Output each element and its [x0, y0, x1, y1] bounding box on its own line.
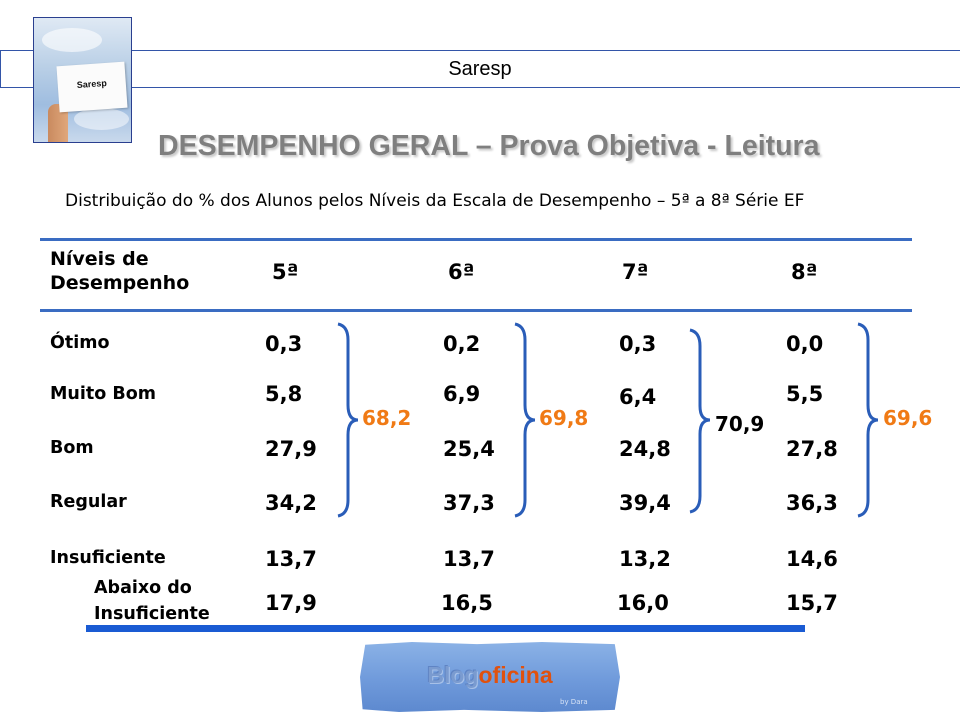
blogoficina-button[interactable]: Blogoficina by Dara [360, 642, 620, 712]
cell-insuficiente-5: 13,7 [265, 547, 317, 571]
cell-regular-7: 39,4 [619, 491, 671, 515]
table-header-rule [40, 309, 912, 312]
cell-bom-6: 25,4 [443, 437, 495, 461]
cell-regular-6: 37,3 [443, 491, 495, 515]
cell-muito-bom-6: 6,9 [443, 382, 481, 406]
column-header-7: 7ª [622, 260, 649, 284]
cell-insuficiente-6: 13,7 [443, 547, 495, 571]
cell-muito-bom-8: 5,5 [786, 382, 824, 406]
table-bottom-rule [86, 625, 805, 632]
cell-regular-5: 34,2 [265, 491, 317, 515]
cell-bom-5: 27,9 [265, 437, 317, 461]
cloud-shape [42, 28, 102, 52]
row-label-bom: Bom [50, 438, 94, 458]
header-title: Saresp [448, 58, 512, 80]
cell-bom-7: 24,8 [619, 437, 671, 461]
page-subtitle: Distribuição do % dos Alunos pelos Nívei… [65, 191, 805, 211]
row-label-abaixo-line2: Insuficiente [94, 604, 210, 624]
row-label-abaixo-line1: Abaixo do [94, 578, 192, 598]
cell-regular-8: 36,3 [786, 491, 838, 515]
cell-insuficiente-8: 14,6 [786, 547, 838, 571]
sum-5: 68,2 [362, 406, 412, 430]
cell-abaixo-6: 16,5 [441, 591, 493, 615]
header-levels-line1: Níveis de [50, 248, 149, 270]
sum-8: 69,6 [883, 406, 933, 430]
row-label-insuficiente: Insuficiente [50, 548, 166, 568]
cell-bom-8: 27,8 [786, 437, 838, 461]
brace-8 [857, 322, 879, 518]
page-title: DESEMPENHO GERAL – Prova Objetiva - Leit… [158, 130, 820, 162]
cell-abaixo-7: 16,0 [617, 591, 669, 615]
sum-7: 70,9 [715, 412, 765, 436]
sum-6: 69,8 [539, 406, 589, 430]
column-header-8: 8ª [791, 260, 818, 284]
saresp-photo-logo: Saresp [33, 17, 132, 143]
blogoficina-label: Blogoficina [360, 662, 620, 689]
cell-abaixo-5: 17,9 [265, 591, 317, 615]
cell-otimo-7: 0,3 [619, 332, 657, 356]
cell-abaixo-8: 15,7 [786, 591, 838, 615]
header-levels-line2: Desempenho [50, 272, 190, 294]
raised-arm [48, 104, 68, 142]
row-label-muito-bom: Muito Bom [50, 384, 156, 404]
byline-text: by Dara [560, 698, 588, 706]
cell-otimo-6: 0,2 [443, 332, 481, 356]
brace-6 [514, 322, 536, 518]
table-top-rule [40, 238, 912, 241]
brace-5 [337, 322, 359, 518]
cloud-shape [74, 108, 129, 130]
header-bar [0, 50, 960, 88]
row-label-otimo: Ótimo [50, 333, 110, 353]
cell-muito-bom-5: 5,8 [265, 382, 303, 406]
cell-otimo-5: 0,3 [265, 332, 303, 356]
column-header-6: 6ª [448, 260, 475, 284]
oficina-text: oficina [478, 662, 553, 688]
cell-muito-bom-7: 6,4 [619, 385, 657, 409]
blog-text: Blog [427, 662, 479, 688]
cell-insuficiente-7: 13,2 [619, 547, 671, 571]
cell-otimo-8: 0,0 [786, 332, 824, 356]
row-label-regular: Regular [50, 492, 127, 512]
brace-7 [689, 328, 711, 514]
column-header-5: 5ª [272, 260, 299, 284]
